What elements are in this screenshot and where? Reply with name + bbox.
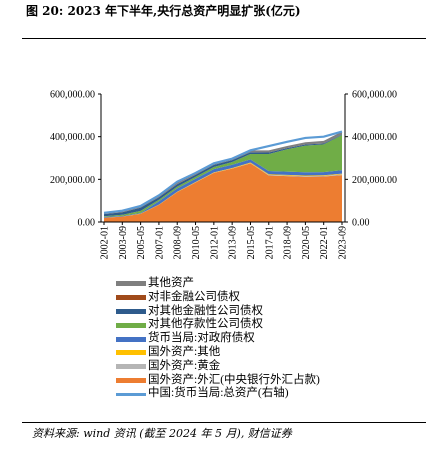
chart-legend: 其他资产 对非金融公司债权 对其他金融性公司债权 对其他存款性公司债权 货币当局:对政府… bbox=[116, 277, 320, 401]
x-tick-label: 2003-09 bbox=[118, 226, 129, 259]
legend-item: 对其他金融性公司债权 bbox=[116, 305, 320, 319]
left-y-tick-label: 0.00 bbox=[78, 218, 96, 229]
line-series-total-assets bbox=[103, 130, 343, 214]
legend-swatch bbox=[116, 295, 146, 301]
legend-label: 国外资产:外汇(中央银行外汇占款) bbox=[148, 373, 320, 386]
x-tick-label: 2018-09 bbox=[283, 226, 294, 259]
right-y-tick-label: 0.00 bbox=[352, 218, 370, 229]
x-tick-label: 2008-09 bbox=[173, 226, 184, 259]
legend-swatch bbox=[116, 322, 146, 328]
x-tick-label: 2013-09 bbox=[228, 226, 239, 259]
legend-item: 中国:货币当局:总资产(右轴) bbox=[116, 387, 320, 401]
legend-label: 其他资产 bbox=[148, 277, 194, 289]
legend-label: 货币当局:对政府债权 bbox=[148, 332, 255, 345]
legend-item: 货币当局:对政府债权 bbox=[116, 332, 320, 346]
left-y-tick-label: 400,000.00 bbox=[50, 132, 95, 143]
x-tick-label: 2012-01 bbox=[209, 226, 220, 259]
x-tick-label: 2015-05 bbox=[246, 226, 257, 259]
right-y-tick-label: 200,000.00 bbox=[352, 175, 397, 186]
legend-swatch bbox=[116, 392, 146, 396]
x-tick-label: 2007-01 bbox=[154, 226, 165, 259]
right-y-tick-label: 400,000.00 bbox=[352, 132, 397, 143]
legend-item: 其他资产 bbox=[116, 277, 320, 291]
top-rule bbox=[22, 38, 426, 39]
legend-item: 对其他存款性公司债权 bbox=[116, 318, 320, 332]
legend-item: 国外资产:外汇(中央银行外汇占款) bbox=[116, 374, 320, 388]
area-series-对其他金融性公司债权 bbox=[104, 134, 342, 217]
legend-label: 中国:货币当局:总资产(右轴) bbox=[148, 387, 289, 400]
legend-swatch bbox=[116, 350, 146, 356]
legend-label: 国外资产:其他 bbox=[148, 345, 221, 358]
area-series-对政府债权 bbox=[104, 159, 342, 218]
legend-item: 国外资产:黄金 bbox=[116, 360, 320, 374]
legend-item: 对非金融公司债权 bbox=[116, 291, 320, 305]
legend-label: 国外资产:黄金 bbox=[148, 359, 221, 372]
x-tick-label: 2005-05 bbox=[136, 226, 147, 259]
left-y-tick-label: 600,000.00 bbox=[50, 90, 95, 101]
left-y-tick-label: 200,000.00 bbox=[50, 175, 95, 186]
x-tick-label: 2017-01 bbox=[264, 226, 275, 259]
x-tick-label: 2010-05 bbox=[191, 226, 202, 259]
x-tick-label: 2023-09 bbox=[338, 226, 349, 259]
legend-label: 对其他金融性公司债权 bbox=[148, 304, 263, 317]
area-series-外汇 bbox=[104, 163, 342, 222]
x-tick-label: 2020-05 bbox=[301, 226, 312, 259]
legend-swatch bbox=[116, 281, 146, 287]
area-series-其他资产 bbox=[104, 131, 342, 215]
legend-swatch bbox=[116, 364, 146, 370]
right-y-tick-label: 600,000.00 bbox=[352, 90, 397, 101]
legend-label: 对其他存款性公司债权 bbox=[148, 318, 263, 331]
x-tick-label: 2022-01 bbox=[319, 226, 330, 259]
x-tick-label: 2002-01 bbox=[100, 226, 111, 259]
legend-label: 对非金融公司债权 bbox=[148, 290, 240, 303]
bottom-rule bbox=[22, 422, 426, 423]
area-series-对其他存款性公司债权 bbox=[104, 134, 342, 217]
legend-swatch bbox=[116, 377, 146, 383]
legend-item: 国外资产:其他 bbox=[116, 346, 320, 360]
legend-swatch bbox=[116, 336, 146, 342]
chart-title: 图 20: 2023 年下半年,央行总资产明显扩张(亿元) bbox=[26, 4, 301, 18]
legend-swatch bbox=[116, 308, 146, 314]
source-note: 资料来源: wind 资讯 (截至 2024 年 5 月), 财信证券 bbox=[32, 427, 292, 440]
